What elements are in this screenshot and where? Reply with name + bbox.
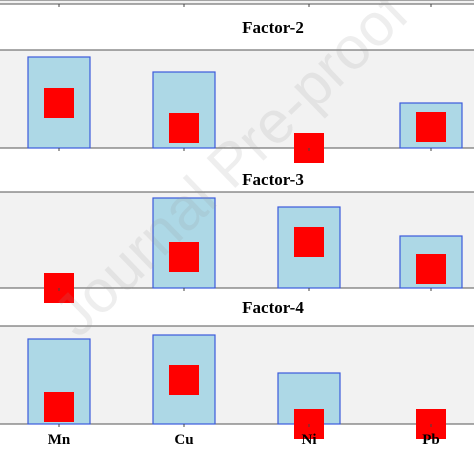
- marker-cu-panel-4: [169, 365, 199, 395]
- marker-pb-panel-3: [416, 254, 446, 284]
- panel-3-frame: [0, 191, 474, 289]
- marker-ni-panel-3: [294, 227, 324, 257]
- marker-mn-panel-2: [44, 88, 74, 118]
- marker-pb-panel-2: [416, 112, 446, 142]
- x-tick-label-ni: Ni: [302, 432, 317, 448]
- x-tick-label-cu: Cu: [174, 432, 193, 448]
- marker-cu-panel-2: [169, 113, 199, 143]
- bar-ni-panel-4: [277, 372, 341, 425]
- panel-title-4: Factor-4: [242, 298, 304, 317]
- marker-cu-panel-3: [169, 242, 199, 272]
- marker-mn-panel-4: [44, 392, 74, 422]
- x-tick-label-pb: Pb: [422, 432, 440, 448]
- panel-title-3: Factor-3: [242, 170, 304, 189]
- panel-title-2: Factor-2: [242, 18, 304, 37]
- x-tick-label-mn: Mn: [48, 432, 71, 448]
- panel-1-frame: [0, 0, 474, 5]
